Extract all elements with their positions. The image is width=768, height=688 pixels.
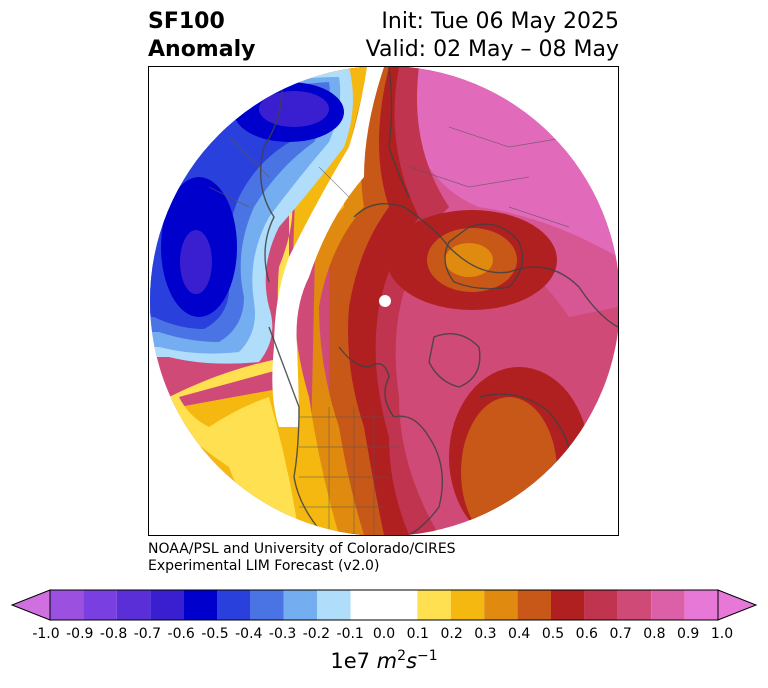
colorbar-tick-label: -0.5 <box>201 626 229 642</box>
colorbar-tick-label: 0.3 <box>474 626 497 642</box>
colorbar-label-exp-s: −1 <box>417 648 438 664</box>
colorbar-over-arrow <box>717 589 758 621</box>
colorbar <box>10 589 758 621</box>
colorbar-tick-label: 0.7 <box>609 626 632 642</box>
colorbar-under-arrow <box>10 589 51 621</box>
colorbar-ticks: -1.0 -0.9 -0.8 -0.7 -0.6 -0.5 -0.4 -0.3 -0.2 -0.1… <box>0 626 768 646</box>
negative-region-0.7-west <box>180 230 212 294</box>
colorbar-tick-label: 0.1 <box>406 626 429 642</box>
credit-product: Experimental LIM Forecast (v2.0) <box>148 558 380 574</box>
colorbar-tick-label: 1.0 <box>710 626 734 642</box>
colorbar-label-exp-m: 2 <box>397 648 407 664</box>
colorbar-tick-label: 0.0 <box>372 626 396 642</box>
colorbar-tick-label: -0.9 <box>66 626 94 642</box>
colorbar-tick-label: -0.7 <box>133 626 162 642</box>
colorbar-label-scale: 1e7 <box>330 649 370 673</box>
colorbar-tick-label: 0.8 <box>643 626 666 642</box>
colorbar-bin-7 <box>283 590 318 620</box>
credit-org: NOAA/PSL and University of Colorado/CIRE… <box>148 541 456 557</box>
colorbar-tick-label: -0.4 <box>235 626 263 642</box>
neutral-region <box>272 67 384 427</box>
colorbar-tick-label: 0.9 <box>677 626 700 642</box>
map-title: SF100 Anomaly <box>148 8 255 64</box>
title-variable: SF100 <box>148 9 225 34</box>
init-date: Init: Tue 06 May 2025 <box>381 9 619 34</box>
credit: NOAA/PSL and University of Colorado/CIRE… <box>148 541 456 575</box>
colorbar-bin-14 <box>551 590 585 620</box>
colorbar-bin-18 <box>684 590 718 620</box>
colorbar-bin-2 <box>116 590 151 620</box>
colorbar-bin-15 <box>584 590 618 620</box>
colorbar-bin-8 <box>317 590 351 620</box>
colorbar-tick-label: -0.3 <box>268 626 297 642</box>
valid-range: Valid: 02 May – 08 May <box>365 37 619 62</box>
colorbar-tick-label: 0.5 <box>541 626 565 642</box>
colorbar-bin-6 <box>250 590 284 620</box>
colorbar-bin-5 <box>217 590 251 620</box>
colorbar-bin-9 <box>350 590 418 620</box>
colorbar-tick-label: -0.2 <box>302 626 331 642</box>
positive-region-0.1 <box>169 187 299 535</box>
colorbar-tick-label: 0.4 <box>508 626 531 642</box>
colorbar-bin-12 <box>484 590 518 620</box>
colorbar-label-unit-m: m <box>376 649 398 673</box>
colorbar-bin-17 <box>651 590 685 620</box>
colorbar-tick-label: -1.0 <box>32 626 60 642</box>
colorbar-tick-label: -0.1 <box>336 626 364 642</box>
colorbar-label: 1e7 m2s−1 <box>0 648 768 673</box>
title-field: Anomaly <box>148 37 256 62</box>
colorbar-tick-label: 0.6 <box>575 626 598 642</box>
map-frame <box>148 66 619 536</box>
coastlines <box>259 67 618 535</box>
colorbar-bin-0 <box>50 590 84 620</box>
colorbar-tick-label: -0.8 <box>99 626 128 642</box>
colorbar-bin-13 <box>517 590 551 620</box>
colorbar-bin-11 <box>450 590 485 620</box>
negative-region-0.7-north <box>259 91 329 127</box>
positive-region-0.3-siberia <box>445 243 493 277</box>
colorbar-bin-1 <box>83 590 117 620</box>
anomaly-field <box>150 67 618 535</box>
colorbar-bins <box>50 590 718 620</box>
colorbar-tick-label: -0.6 <box>167 626 195 642</box>
colorbar-bin-4 <box>183 590 217 620</box>
political-borders <box>208 126 570 535</box>
colorbar-label-unit-s: s <box>406 649 418 673</box>
colorbar-bin-10 <box>417 590 451 620</box>
colorbar-bin-16 <box>617 590 652 620</box>
colorbar-frame <box>49 589 719 621</box>
forecast-dates: Init: Tue 06 May 2025 Valid: 02 May – 08… <box>366 8 619 64</box>
colorbar-tick-label: 0.2 <box>440 626 463 642</box>
pole-marker <box>379 295 391 307</box>
colorbar-bin-3 <box>150 590 184 620</box>
polar-map <box>150 67 618 535</box>
